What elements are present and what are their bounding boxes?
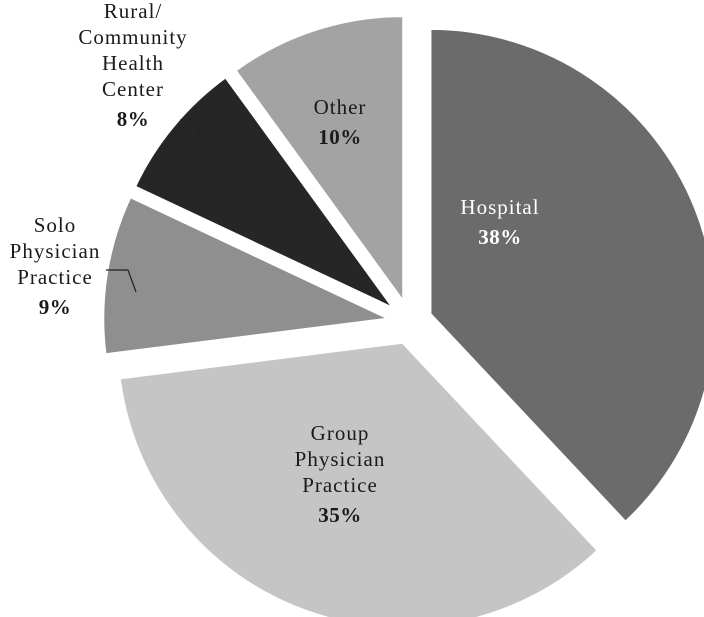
slice-label-line: Community [78, 25, 187, 49]
slice-group-physician-practice [118, 341, 600, 617]
slice-label-line: Solo [34, 213, 77, 237]
slice-label-line: Practice [17, 265, 93, 289]
pie-slices [102, 15, 704, 617]
slice-rural-community-health-center [133, 76, 394, 309]
slice-label-line: Physician [10, 239, 101, 263]
label-group-physician-practice: Group Physician Practice 35% [295, 421, 386, 527]
slice-label-line: Rural/ [104, 0, 163, 23]
slice-solo-physician-practice [102, 195, 392, 356]
slice-value-label: 8% [117, 107, 150, 131]
slice-labels: Hospital 38%Group Physician Practice 35%Solo… [10, 0, 539, 527]
label-rural-community-health-center: Rural/Community Health Center 8% [78, 0, 187, 131]
label-solo-physician-practice: Solo Physician Practice 9% [10, 213, 101, 319]
slice-value-label: 35% [318, 503, 362, 527]
label-other: Other 10% [314, 95, 367, 149]
slice-value-label: 38% [478, 225, 522, 249]
slice-label-line: Hospital [460, 195, 539, 219]
leader-lines [106, 119, 203, 293]
slice-other [234, 15, 405, 305]
leader-line [180, 119, 203, 141]
slice-label-line: Practice [302, 473, 378, 497]
slice-label-line: Group [311, 421, 370, 445]
slice-hospital [429, 27, 704, 524]
label-hospital: Hospital 38% [460, 195, 539, 249]
slice-value-label: 10% [318, 125, 362, 149]
slice-value-label: 9% [39, 295, 72, 319]
slice-label-line: Center [102, 77, 164, 101]
leader-line [106, 269, 137, 293]
slice-label-line: Other [314, 95, 367, 119]
slice-label-line: Physician [295, 447, 386, 471]
slice-label-line: Health [102, 51, 164, 75]
